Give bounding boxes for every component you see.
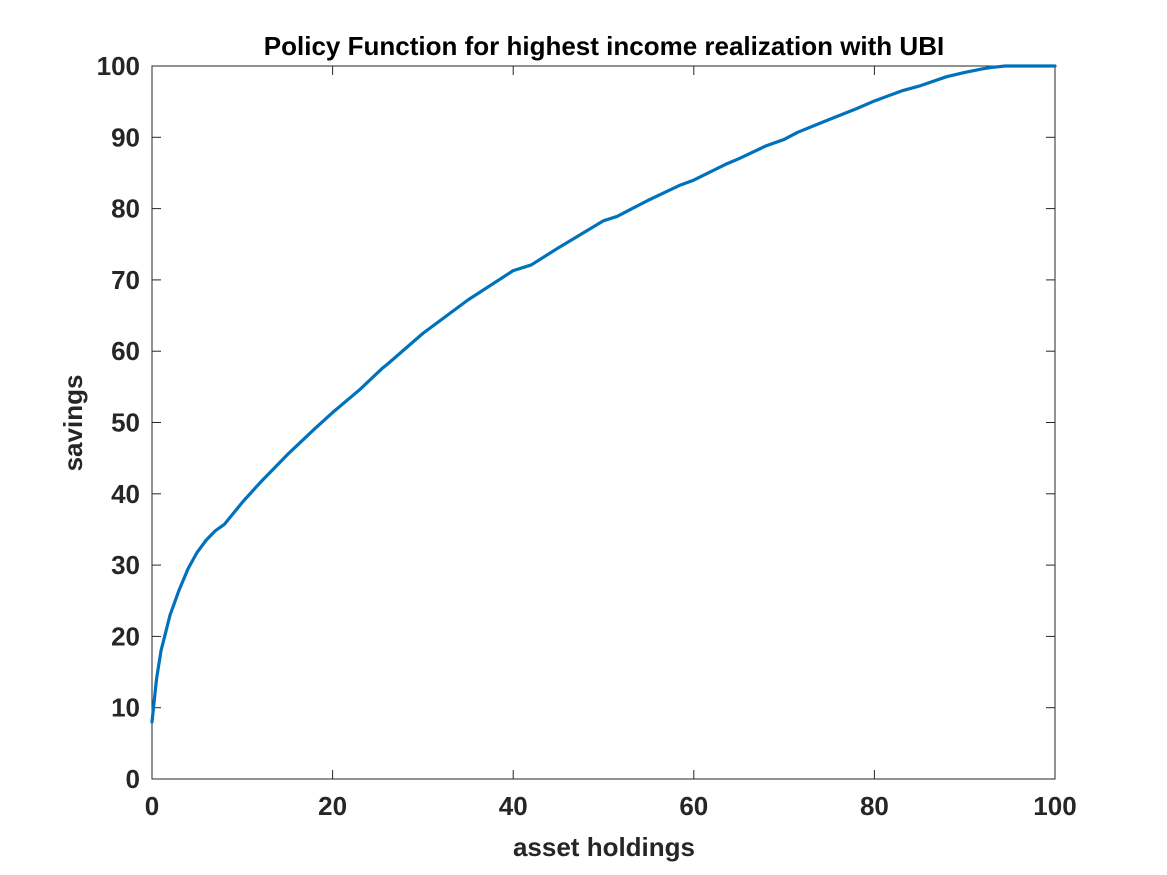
x-tick-label: 100: [1033, 791, 1076, 821]
y-tick-label: 50: [111, 408, 140, 438]
axis-tick-labels: 0 20 40 60 80 100 0 10 20 30 40 50 60 70 80 90 100: [97, 51, 1077, 821]
y-tick-label: 40: [111, 479, 140, 509]
y-tick-label: 20: [111, 621, 140, 651]
chart-title: Policy Function for highest income reali…: [264, 31, 944, 61]
y-tick-label: 100: [97, 51, 140, 81]
plot-frame: [151, 65, 1056, 780]
y-tick-label: 30: [111, 550, 140, 580]
y-tick-label: 10: [111, 693, 140, 723]
x-tick-label: 80: [860, 791, 889, 821]
x-tick-label: 60: [679, 791, 708, 821]
y-tick-label: 0: [126, 764, 140, 794]
x-tick-label: 0: [145, 791, 159, 821]
y-tick-label: 80: [111, 194, 140, 224]
axis-ticks: [151, 65, 1056, 780]
x-tick-label: 20: [318, 791, 347, 821]
x-axis-label: asset holdings: [513, 832, 695, 862]
y-tick-label: 90: [111, 122, 140, 152]
series-line: [150, 64, 1057, 724]
y-axis-label: savings: [58, 375, 88, 472]
x-tick-label: 40: [499, 791, 528, 821]
y-tick-label: 70: [111, 265, 140, 295]
y-tick-label: 60: [111, 336, 140, 366]
